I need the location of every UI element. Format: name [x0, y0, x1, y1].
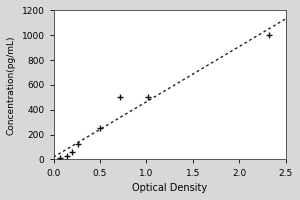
Point — [146, 96, 151, 99]
Point — [117, 96, 122, 99]
Y-axis label: Concentration(pg/mL): Concentration(pg/mL) — [7, 35, 16, 135]
Point — [97, 127, 102, 130]
X-axis label: Optical Density: Optical Density — [132, 183, 207, 193]
Point — [267, 34, 272, 37]
Point — [58, 156, 63, 159]
Point — [69, 150, 74, 153]
Point — [76, 142, 81, 146]
Point — [64, 154, 69, 157]
